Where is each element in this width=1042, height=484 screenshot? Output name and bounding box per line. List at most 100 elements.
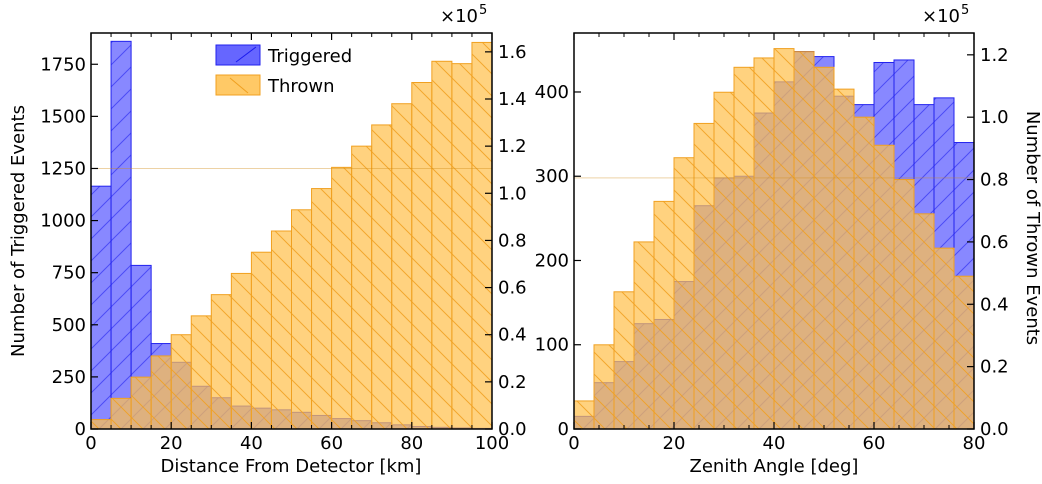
thrown-bar bbox=[311, 188, 333, 430]
y-right-tick-label: 1.2 bbox=[980, 45, 1009, 66]
thrown-bar-hatch bbox=[954, 276, 974, 429]
thrown-bar-hatch bbox=[674, 157, 694, 429]
multiplier-base: ×10 bbox=[440, 6, 478, 27]
x-tick-label: 0 bbox=[85, 433, 96, 454]
multiplier-base: ×10 bbox=[922, 6, 960, 27]
thrown-bar bbox=[411, 82, 433, 430]
thrown-bar bbox=[733, 66, 755, 430]
thrown-bar-hatch bbox=[654, 201, 674, 429]
thrown-bar-hatch bbox=[594, 344, 614, 429]
y-right-tick-label: 0.4 bbox=[980, 294, 1009, 315]
thrown-bar-hatch bbox=[311, 188, 332, 429]
legend-swatch-triggered bbox=[215, 44, 261, 66]
legend-label-thrown: Thrown bbox=[267, 76, 335, 97]
y-right-tick-label: 1.2 bbox=[498, 136, 527, 157]
thrown-bar-hatch bbox=[131, 377, 152, 429]
y-left-tick-label: 0 bbox=[75, 419, 86, 440]
thrown-bar bbox=[250, 251, 272, 430]
triggered-bar bbox=[110, 40, 132, 430]
thrown-bar bbox=[170, 334, 192, 430]
thrown-bar bbox=[853, 116, 875, 430]
thrown-bar bbox=[693, 122, 715, 430]
thrown-bar bbox=[833, 88, 855, 430]
thrown-bar bbox=[451, 63, 473, 430]
thrown-bar bbox=[793, 51, 815, 430]
x-axis-ticks: 0 20 40 60 80 100 bbox=[85, 33, 509, 454]
thrown-bar-hatch bbox=[934, 248, 954, 429]
thrown-bar-hatch bbox=[271, 231, 292, 429]
y-left-tick-label: 0 bbox=[558, 419, 569, 440]
thrown-bar-hatch bbox=[794, 51, 814, 430]
y-right-tick-label: 0.8 bbox=[980, 170, 1009, 191]
thrown-bar-hatch bbox=[331, 167, 352, 429]
thrown-bar bbox=[471, 41, 493, 430]
y-left-tick-label: 1500 bbox=[40, 106, 86, 127]
thrown-bar-hatch bbox=[151, 355, 172, 429]
thrown-bar-hatch bbox=[211, 294, 232, 429]
thrown-bar-hatch bbox=[694, 123, 714, 429]
thrown-bar-hatch bbox=[91, 419, 112, 429]
y-right-tick-label: 0.6 bbox=[498, 278, 527, 299]
x-tick-label: 80 bbox=[400, 433, 423, 454]
thrown-bar-hatch bbox=[734, 67, 754, 430]
triggered-bar-hatch bbox=[111, 41, 132, 429]
thrown-bar bbox=[893, 179, 915, 430]
legend: Triggered Thrown bbox=[215, 44, 352, 97]
thrown-bar-hatch bbox=[251, 252, 272, 429]
thrown-bar-hatch bbox=[451, 63, 472, 430]
y-left-tick-label: 300 bbox=[535, 166, 569, 187]
triggered-bar bbox=[90, 185, 112, 430]
y-axis-left-label: Number of Triggered Events bbox=[8, 105, 29, 357]
multiplier-exponent: 5 bbox=[479, 3, 487, 18]
thrown-bar-hatch bbox=[171, 334, 192, 429]
y-right-tick-label: 0.0 bbox=[498, 419, 527, 440]
x-tick-label: 0 bbox=[568, 433, 579, 454]
thrown-bar-hatch bbox=[634, 241, 654, 429]
thrown-bars bbox=[573, 48, 975, 430]
x-tick-label: 20 bbox=[663, 433, 686, 454]
thrown-bar-hatch bbox=[894, 179, 914, 429]
thrown-bar bbox=[673, 157, 695, 430]
y-right-tick-label: 1.4 bbox=[498, 89, 527, 110]
thrown-bar bbox=[210, 294, 232, 430]
right-axis-multiplier: ×10 5 bbox=[440, 3, 487, 27]
y-left-tick-label: 400 bbox=[535, 82, 569, 103]
y-axis-right-ticks: 0.0 0.2 0.4 0.6 0.8 1.0 1.2 bbox=[967, 45, 1009, 440]
y-right-tick-label: 1.0 bbox=[498, 183, 527, 204]
thrown-bar-hatch bbox=[834, 89, 854, 430]
triggered-bar-hatch bbox=[91, 186, 112, 429]
y-right-tick-label: 0.8 bbox=[498, 230, 527, 251]
y-right-tick-label: 0.4 bbox=[498, 325, 527, 346]
thrown-bar bbox=[130, 376, 152, 430]
x-axis-ticks: 0 20 40 60 80 bbox=[568, 33, 985, 454]
thrown-bar bbox=[291, 209, 313, 430]
y-right-tick-label: 1.6 bbox=[498, 42, 527, 63]
x-tick-label: 80 bbox=[963, 433, 986, 454]
y-left-tick-label: 200 bbox=[535, 250, 569, 271]
thrown-bar bbox=[613, 291, 635, 430]
legend-hatch-triggered bbox=[235, 46, 257, 63]
thrown-bar bbox=[753, 57, 775, 430]
legend-item-triggered: Triggered bbox=[215, 44, 352, 67]
left-panel: 0 20 40 60 80 100 02505007501000125015001750 … bbox=[8, 3, 527, 477]
thrown-bar-hatch bbox=[874, 145, 894, 430]
legend-label-triggered: Triggered bbox=[267, 46, 352, 67]
y-right-tick-label: 0.2 bbox=[498, 372, 527, 393]
thrown-bar-hatch bbox=[371, 124, 392, 429]
x-tick-label: 60 bbox=[320, 433, 343, 454]
y-right-tick-label: 0.0 bbox=[980, 419, 1009, 440]
thrown-bar-hatch bbox=[431, 61, 452, 430]
thrown-bar-hatch bbox=[471, 42, 492, 430]
thrown-bar bbox=[953, 275, 975, 430]
x-axis-label: Zenith Angle [deg] bbox=[690, 456, 859, 477]
thrown-bar-hatch bbox=[411, 82, 432, 429]
thrown-bar bbox=[270, 230, 293, 430]
y-left-tick-label: 500 bbox=[52, 315, 86, 336]
thrown-bars bbox=[90, 41, 493, 430]
y-left-tick-label: 100 bbox=[535, 335, 569, 356]
y-axis-left-ticks: 0 100 200 300 400 bbox=[535, 82, 581, 440]
thrown-bar bbox=[371, 124, 393, 430]
thrown-bar-hatch bbox=[814, 67, 834, 430]
right-axis-multiplier: ×10 5 bbox=[922, 3, 969, 27]
